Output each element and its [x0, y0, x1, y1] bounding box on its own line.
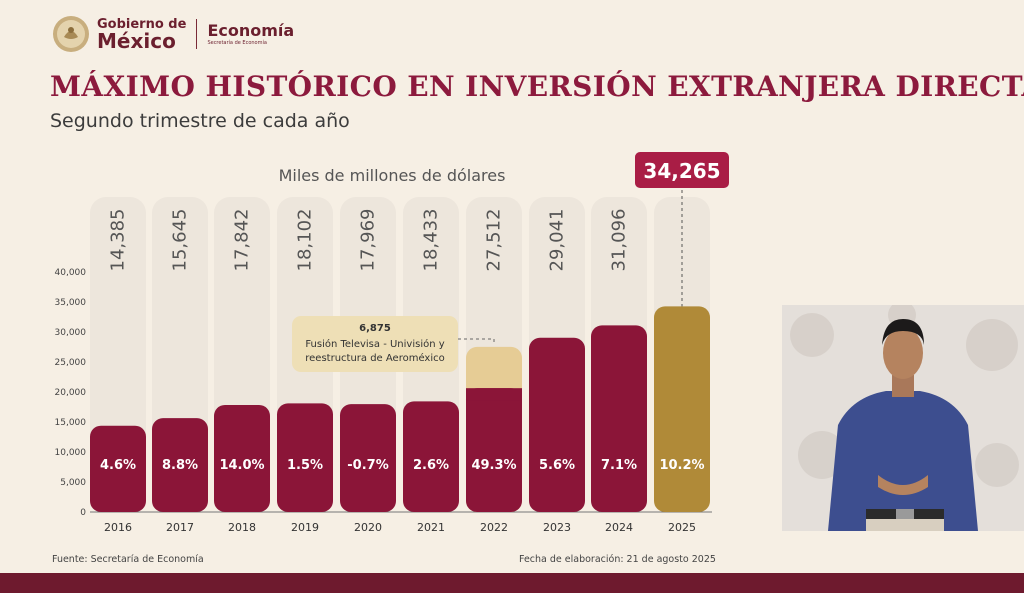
bar-2020 — [340, 404, 396, 512]
gobierno-mexico-logo: Gobierno de México — [97, 18, 186, 51]
gobierno-line2: México — [97, 28, 176, 53]
growth-label: 8.8% — [162, 458, 198, 473]
highlight-value-box — [635, 152, 729, 188]
dependencia-sub: Secretaría de Economía — [207, 39, 267, 46]
bar-2019 — [277, 403, 333, 512]
growth-label: -0.7% — [347, 458, 388, 473]
dependencia-name: Economía — [207, 20, 295, 40]
y-axis-label: Miles de millones de dólares — [279, 166, 506, 185]
value-label: 29,041 — [547, 209, 568, 272]
page-title: MÁXIMO HISTÓRICO EN INVERSIÓN EXTRANJERA… — [50, 70, 1024, 103]
value-label: 18,433 — [421, 209, 442, 272]
y-tick-label: 25,000 — [55, 358, 87, 368]
value-label: 14,385 — [108, 209, 129, 272]
value-label: 31,096 — [609, 209, 630, 272]
x-tick-label: 2025 — [668, 521, 696, 534]
value-label: 15,645 — [170, 209, 191, 272]
y-tick-label: 40,000 — [55, 268, 87, 278]
x-tick-label: 2024 — [605, 521, 633, 534]
x-tick-label: 2017 — [166, 521, 194, 534]
value-label: 27,512 — [484, 209, 505, 272]
bar-2017 — [152, 418, 208, 512]
growth-label: 5.6% — [539, 458, 575, 473]
y-tick-label: 35,000 — [55, 298, 87, 308]
y-tick-label: 10,000 — [55, 448, 87, 458]
bar-2022-base-segment — [466, 388, 522, 512]
bar-2018 — [214, 404, 270, 512]
x-tick-label: 2022 — [480, 521, 508, 534]
growth-label: 1.5% — [287, 458, 323, 473]
annotation-value: 6,875 — [359, 323, 391, 334]
bar-2016 — [90, 425, 146, 512]
logo-divider — [196, 19, 198, 49]
x-tick-label: 2020 — [354, 521, 382, 534]
x-tick-label: 2018 — [228, 521, 256, 534]
annotation-text-line1: Fusión Televisa - Univisión y — [305, 338, 444, 350]
mexico-seal-icon — [53, 16, 89, 52]
annotation-connector-line — [458, 338, 495, 345]
value-label: 17,842 — [232, 209, 253, 272]
bar-2024 — [591, 325, 647, 512]
y-tick-label: 30,000 — [55, 328, 87, 338]
bottom-bar — [0, 573, 1024, 593]
y-tick-label: 0 — [80, 508, 86, 518]
growth-label: 7.1% — [601, 458, 637, 473]
y-tick-label: 5,000 — [60, 478, 86, 488]
x-tick-label: 2021 — [417, 521, 445, 534]
page-subtitle: Segundo trimestre de cada año — [50, 110, 350, 132]
growth-label: 4.6% — [100, 458, 136, 473]
y-tick-label: 20,000 — [55, 388, 87, 398]
footer-date: Fecha de elaboración: 21 de agosto 2025 — [519, 554, 716, 565]
growth-label: 10.2% — [659, 458, 704, 473]
value-label: 17,969 — [358, 209, 379, 272]
value-label: 18,102 — [295, 209, 316, 272]
gobierno-line1: Gobierno de — [97, 16, 187, 32]
economia-logo: Economía Secretaría de Economía — [207, 20, 295, 46]
footer-source: Fuente: Secretaría de Economía — [52, 554, 204, 565]
growth-label: 2.6% — [413, 458, 449, 473]
annotation-text-line2: reestructura de Aeroméxico — [305, 352, 445, 364]
bar-2021 — [403, 401, 459, 512]
x-tick-label: 2023 — [543, 521, 571, 534]
highlight-value-label: 34,265 — [643, 159, 720, 183]
y-tick-label: 15,000 — [55, 418, 87, 428]
x-tick-label: 2019 — [291, 521, 319, 534]
annotation-box — [292, 316, 458, 372]
sign-language-interpreter-video — [782, 305, 1024, 531]
bar-2022-segment-joint — [466, 388, 522, 401]
header-logos: Gobierno de México Economía Secretaría d… — [52, 14, 294, 54]
x-tick-label: 2016 — [104, 521, 132, 534]
bar-2025 — [654, 306, 710, 512]
growth-label: 14.0% — [219, 458, 264, 473]
growth-label: 49.3% — [471, 458, 516, 473]
bar-2023 — [529, 337, 585, 512]
